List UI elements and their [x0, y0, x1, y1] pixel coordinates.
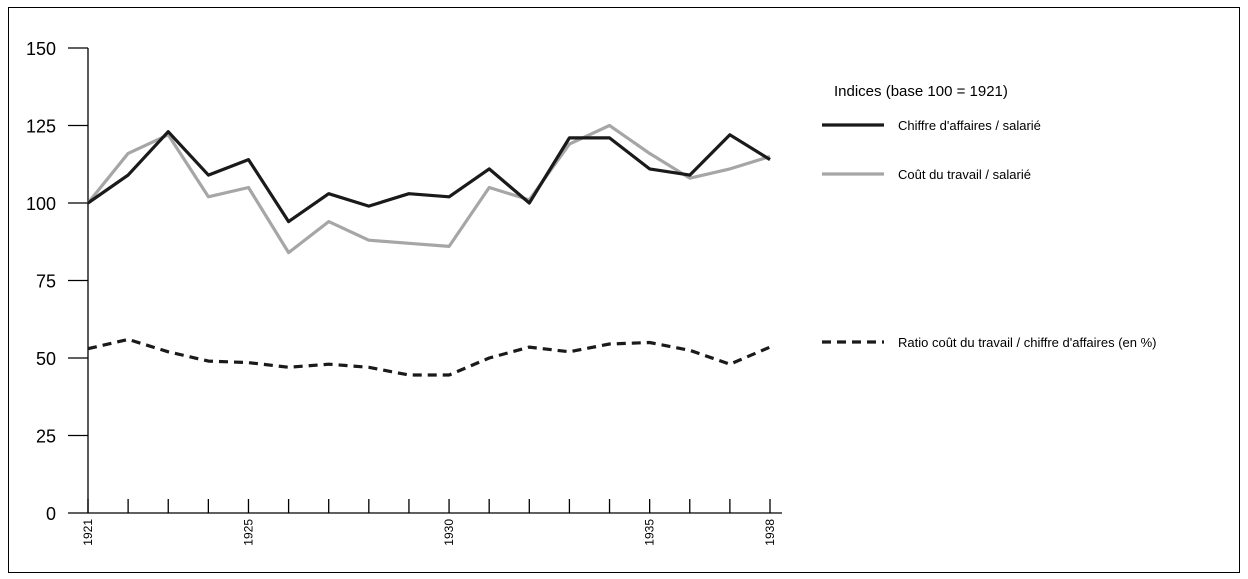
y-tick-label: 100	[26, 194, 56, 214]
legend-title: Indices (base 100 = 1921)	[834, 83, 1008, 100]
series-line-0	[87, 130, 771, 224]
x-tick-label: 1930	[442, 519, 456, 546]
x-tick-label: 1938	[763, 519, 777, 546]
axes: 0 25 50 75 100 125 150 1921 1925 1930 1935 1938	[26, 39, 782, 546]
series-line-1	[86, 123, 771, 255]
y-tick-label: 125	[26, 117, 56, 137]
legend: Indices (base 100 = 1921) Chiffre d'affa…	[822, 83, 1157, 350]
legend-label-0: Chiffre d'affaires / salarié	[898, 118, 1041, 133]
y-tick-label: 25	[36, 427, 56, 447]
series-layer	[86, 123, 771, 377]
legend-label-2: Ratio coût du travail / chiffre d'affair…	[898, 335, 1157, 350]
y-tick-label: 150	[26, 39, 56, 59]
y-tick-label: 50	[36, 349, 56, 369]
series-line-2	[87, 337, 771, 377]
y-tick-label: 0	[46, 504, 56, 524]
chart-frame	[8, 7, 1240, 573]
y-tick-label: 75	[36, 272, 56, 292]
x-tick-label: 1925	[241, 519, 255, 546]
legend-label-1: Coût du travail / salarié	[898, 167, 1031, 182]
x-tick-label: 1921	[81, 519, 95, 546]
x-tick-label: 1935	[643, 519, 657, 546]
